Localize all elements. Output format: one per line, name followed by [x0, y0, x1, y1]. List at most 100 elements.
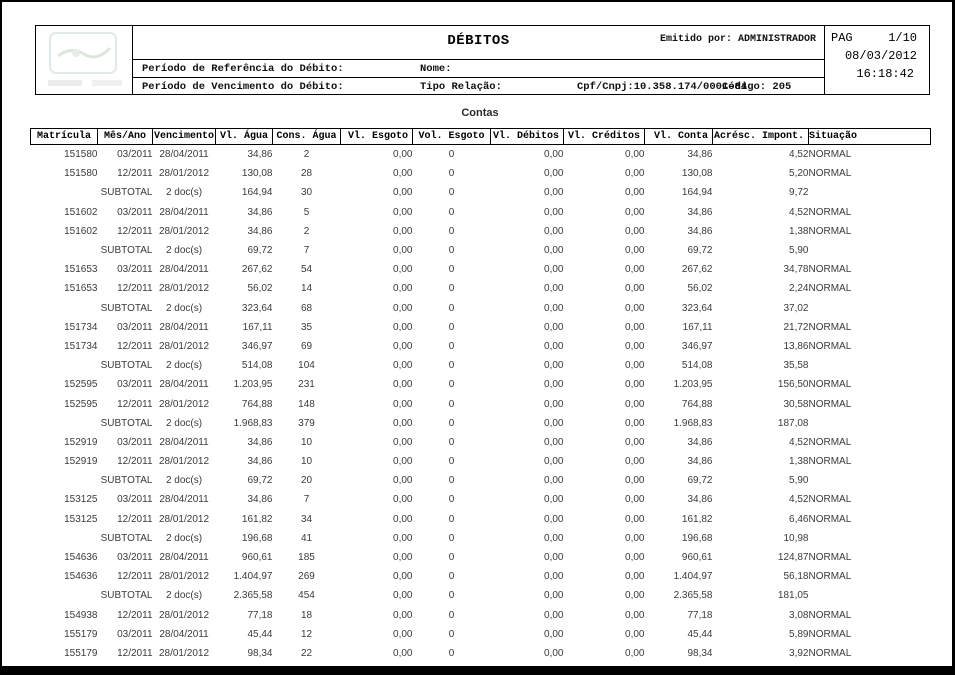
- table-cell: 2 doc(s): [165, 532, 203, 544]
- logo-image-icon: [48, 32, 122, 86]
- table-cell: 0,00: [625, 187, 645, 199]
- table-cell: 0: [448, 149, 455, 161]
- table-cell: 12/2011: [117, 283, 153, 295]
- table-cell: 1,38: [789, 225, 809, 237]
- table-cell: 2: [303, 149, 310, 161]
- table-cell: [809, 471, 931, 490]
- table-cell: 151580: [64, 149, 98, 161]
- table-cell: 346,97: [241, 340, 273, 352]
- table-cell: 0,00: [625, 609, 645, 621]
- page-number: 1/10: [888, 31, 917, 45]
- table-cell: NORMAL: [808, 436, 852, 448]
- table-cell: 164,94: [241, 187, 273, 199]
- table-cell: 28/01/2012: [158, 571, 210, 583]
- table-cell: [31, 414, 98, 433]
- column-header: Vencimento: [152, 128, 216, 145]
- table-cell: 28/04/2011: [159, 206, 209, 218]
- table-cell: 2 doc(s): [165, 245, 203, 257]
- emitted-by-label: Emitido por: ADMINISTRADOR: [659, 34, 816, 45]
- table-cell: 34,86: [687, 206, 713, 218]
- column-header: Vl. Água: [215, 128, 273, 145]
- table-row: 151602 03/2011 28/04/2011 34,86 5 0,00 0 0,00 0,…: [31, 203, 931, 222]
- table-cell: 98,34: [687, 647, 713, 659]
- table-cell: 0,00: [625, 360, 645, 372]
- table-cell: 0,00: [544, 647, 564, 659]
- table-row: 152919 03/2011 28/04/2011 34,86 10 0,00 0 0,00 0…: [31, 433, 931, 452]
- page-number-row: PAG 1/10: [825, 26, 929, 45]
- table-row: 151734 03/2011 28/04/2011 167,11 35 0,00 0 0,00…: [31, 318, 931, 337]
- table-cell: 5,89: [789, 628, 809, 640]
- report-time: 16:18:42: [856, 67, 914, 81]
- column-header: Matrícula: [30, 128, 98, 145]
- table-cell: 28/04/2011: [159, 149, 209, 161]
- table-cell: 28/01/2012: [158, 456, 210, 468]
- table-cell: 20: [300, 475, 313, 487]
- table-cell: 0: [448, 590, 455, 602]
- table-cell: 323,64: [681, 302, 713, 314]
- table-cell: 0: [448, 321, 455, 333]
- report-date: 08/03/2012: [844, 49, 917, 63]
- table-row: 152595 12/2011 28/01/2012 764,88 148 0,00 0 0,0…: [31, 394, 931, 413]
- table-cell: 151602: [64, 225, 98, 237]
- table-cell: 6,46: [789, 513, 809, 525]
- table-cell: 5,20: [789, 168, 809, 180]
- table-cell: 151653: [64, 283, 98, 295]
- table-cell: 0,00: [625, 321, 645, 333]
- table-cell: 0,00: [625, 264, 645, 276]
- table-cell: 0,00: [393, 283, 413, 295]
- table-cell: 0: [448, 302, 455, 314]
- table-cell: 0,00: [393, 206, 413, 218]
- table-cell: 03/2011: [117, 321, 153, 333]
- table-cell: 130,08: [241, 168, 273, 180]
- cpf-cnpj-value: Cpf/Cnpj:10.358.174/0001-84: [577, 81, 748, 93]
- table-cell: 34,86: [687, 225, 713, 237]
- table-cell: 34,86: [247, 436, 273, 448]
- table-cell: 28/04/2011: [159, 628, 209, 640]
- table-cell: 152919: [64, 436, 98, 448]
- table-cell: 0,00: [544, 436, 564, 448]
- table-cell: 0,00: [625, 571, 645, 583]
- table-cell: 0,00: [393, 647, 413, 659]
- table-cell: 151734: [64, 340, 98, 352]
- table-cell: 231: [298, 379, 315, 391]
- table-cell: 764,88: [681, 398, 713, 410]
- table-header: Matrícula Mês/Ano Vencimento Vl. Água Cons. …: [30, 128, 931, 145]
- table-cell: NORMAL: [808, 340, 852, 352]
- table-cell: 0,00: [393, 513, 413, 525]
- table-cell: 77,18: [247, 609, 273, 621]
- table-cell: 0,00: [544, 187, 564, 199]
- table-cell: 0,00: [393, 475, 413, 487]
- table-cell: 54: [300, 264, 313, 276]
- table-row: 151653 03/2011 28/04/2011 267,62 54 0,00 0 0,00…: [31, 260, 931, 279]
- accounts-table: Matrícula Mês/Ano Vencimento Vl. Água Cons. …: [30, 128, 931, 663]
- table-row: 155179 03/2011 28/04/2011 45,44 12 0,00 0 0,00 0…: [31, 625, 931, 644]
- table-row: SUBTOTAL 2 doc(s) 323,64 68 0,00 0 0,00 0,00 323…: [31, 299, 931, 318]
- table-cell: 0,00: [393, 225, 413, 237]
- table-cell: 156,50: [777, 379, 809, 391]
- table-row: SUBTOTAL 2 doc(s) 69,72 20 0,00 0 0,00 0,00 69,7…: [31, 471, 931, 490]
- table-cell: 0,00: [544, 494, 564, 506]
- table-cell: 152595: [64, 398, 98, 410]
- table-cell: 34,86: [247, 494, 273, 506]
- table-cell: [31, 471, 98, 490]
- table-cell: 0,00: [544, 398, 564, 410]
- table-cell: 69,72: [247, 475, 273, 487]
- table-cell: 0,00: [544, 571, 564, 583]
- table-cell: 12/2011: [117, 571, 153, 583]
- table-cell: 13,86: [783, 340, 809, 352]
- table-cell: 35,58: [783, 360, 809, 372]
- table-cell: 0,00: [544, 340, 564, 352]
- table-cell: 0,00: [544, 245, 564, 257]
- table-cell: 187,08: [777, 417, 809, 429]
- table-cell: 0: [448, 187, 455, 199]
- table-cell: 1.404,97: [233, 571, 273, 583]
- table-cell: 148: [298, 398, 315, 410]
- table-cell: 0: [448, 571, 455, 583]
- table-cell: 12/2011: [117, 513, 153, 525]
- table-cell: [31, 586, 98, 605]
- table-cell: 03/2011: [117, 379, 153, 391]
- table-cell: [31, 241, 98, 260]
- table-cell: 0: [448, 456, 455, 468]
- table-cell: 0,00: [625, 149, 645, 161]
- column-header: Vl. Conta: [644, 128, 713, 145]
